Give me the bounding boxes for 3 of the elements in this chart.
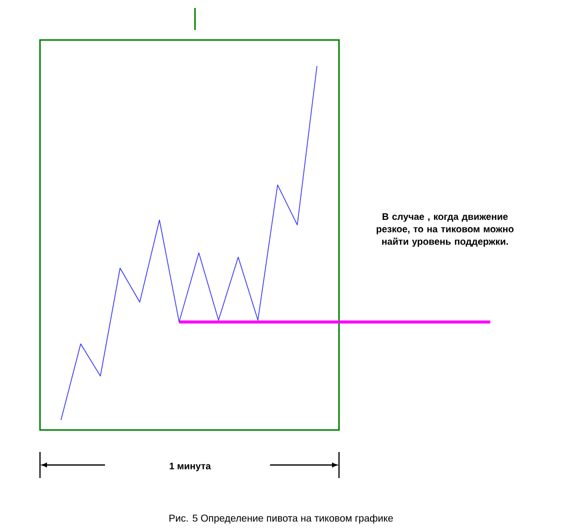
text: В случае , когда движение резкое, то на тиковом можно найти уровень поддержки. (376, 213, 514, 247)
text: 1 минута (170, 462, 211, 472)
text: Рис. 5 Определение пивота на тиковом графике (169, 514, 393, 524)
